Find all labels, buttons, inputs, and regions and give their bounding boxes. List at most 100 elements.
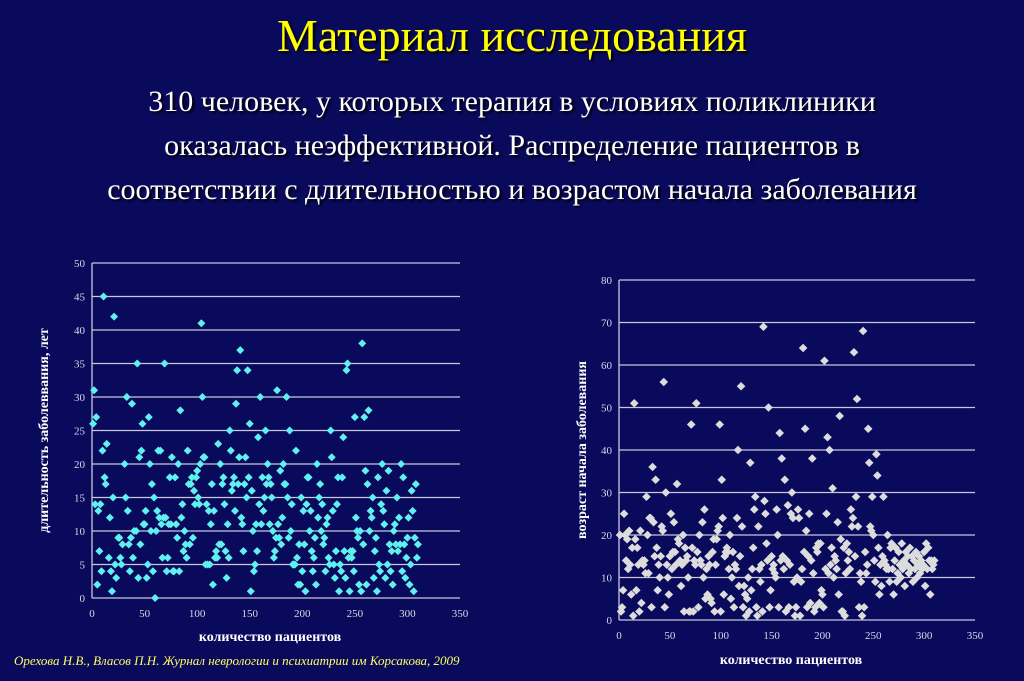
data-point-marker <box>655 573 664 582</box>
data-point-marker <box>748 543 758 553</box>
x-tick-label: 350 <box>967 630 984 642</box>
data-point-marker <box>304 473 313 482</box>
data-point-marker <box>335 587 344 596</box>
data-point-marker <box>714 522 723 531</box>
data-point-marker <box>256 393 265 401</box>
data-point-marker <box>782 556 792 565</box>
y-tick-label: 15 <box>74 493 86 505</box>
data-point-marker <box>701 594 710 604</box>
data-point-marker <box>132 527 141 535</box>
data-point-marker <box>804 509 814 519</box>
data-point-marker <box>173 533 182 542</box>
data-point-marker <box>666 509 676 519</box>
data-point-marker <box>101 480 110 489</box>
data-point-marker <box>663 573 673 582</box>
data-point-marker <box>700 505 709 514</box>
data-point-marker <box>362 580 371 589</box>
data-point-marker <box>660 602 670 612</box>
data-point-marker <box>913 560 923 570</box>
data-point-marker <box>180 527 189 535</box>
data-point-marker <box>656 551 666 561</box>
data-point-marker <box>320 533 329 542</box>
data-point-marker <box>214 439 223 448</box>
data-point-marker <box>679 607 689 616</box>
data-point-marker <box>250 560 259 569</box>
data-point-marker <box>216 460 225 468</box>
data-point-marker <box>178 500 187 509</box>
data-point-marker <box>618 585 628 595</box>
data-point-marker <box>285 426 294 435</box>
data-point-marker <box>361 466 370 475</box>
data-point-marker <box>143 560 152 569</box>
data-point-marker <box>367 513 376 522</box>
y-tick-label: 50 <box>74 258 86 270</box>
data-point-marker <box>864 458 874 468</box>
data-point-marker <box>238 520 247 529</box>
data-point-marker <box>397 460 406 468</box>
data-point-marker <box>897 539 907 548</box>
data-point-marker <box>633 543 642 553</box>
data-point-marker <box>404 513 413 522</box>
data-point-marker <box>366 506 375 515</box>
data-point-marker <box>217 540 226 549</box>
data-point-marker <box>643 530 652 540</box>
data-point-marker <box>405 580 414 589</box>
data-point-marker <box>278 513 287 522</box>
data-point-marker <box>717 475 727 485</box>
data-point-marker <box>731 564 741 574</box>
data-point-marker <box>153 506 162 515</box>
data-point-marker <box>99 292 108 301</box>
data-point-marker <box>788 513 798 523</box>
data-point-marker <box>856 577 866 587</box>
x-tick-label: 100 <box>189 608 206 620</box>
data-point-marker <box>244 473 253 482</box>
data-point-marker <box>877 581 886 591</box>
data-point-marker <box>651 475 660 485</box>
data-point-marker <box>848 513 858 523</box>
data-point-marker <box>311 580 320 589</box>
data-point-marker <box>867 492 877 502</box>
data-point-marker <box>889 590 898 599</box>
data-point-marker <box>263 460 272 468</box>
data-point-marker <box>781 607 791 616</box>
data-point-marker <box>822 509 831 519</box>
data-point-marker <box>719 590 729 599</box>
data-point-marker <box>712 534 721 544</box>
data-point-marker <box>725 530 735 540</box>
data-point-marker <box>291 446 300 455</box>
data-point-marker <box>640 556 649 565</box>
data-point-marker <box>410 533 419 542</box>
data-point-marker <box>105 513 114 522</box>
data-point-marker <box>797 564 807 574</box>
data-point-marker <box>316 480 325 489</box>
data-point-marker <box>902 560 912 570</box>
data-point-marker <box>617 602 627 612</box>
data-point-marker <box>624 526 634 536</box>
data-point-marker <box>401 573 410 582</box>
data-point-marker <box>228 480 237 489</box>
x-axis-title: количество пациентов <box>720 653 863 668</box>
data-point-marker <box>322 520 331 529</box>
data-point-marker <box>907 551 917 561</box>
data-point-marker <box>686 420 696 429</box>
data-point-marker <box>136 540 145 549</box>
data-point-marker <box>150 493 159 502</box>
data-point-marker <box>789 577 799 587</box>
data-point-marker <box>181 540 190 549</box>
data-point-marker <box>627 543 637 553</box>
data-point-marker <box>710 607 719 616</box>
data-point-marker <box>928 560 938 570</box>
data-point-marker <box>208 580 217 589</box>
data-point-marker <box>716 607 726 616</box>
data-point-marker <box>297 493 306 502</box>
data-point-marker <box>682 551 692 561</box>
data-point-marker <box>923 543 933 553</box>
data-point-marker <box>393 547 402 556</box>
data-point-marker <box>909 556 919 565</box>
data-point-marker <box>791 602 801 612</box>
data-point-marker <box>248 527 257 535</box>
data-point-marker <box>363 480 372 489</box>
data-point-marker <box>669 517 679 527</box>
data-point-marker <box>790 611 800 621</box>
